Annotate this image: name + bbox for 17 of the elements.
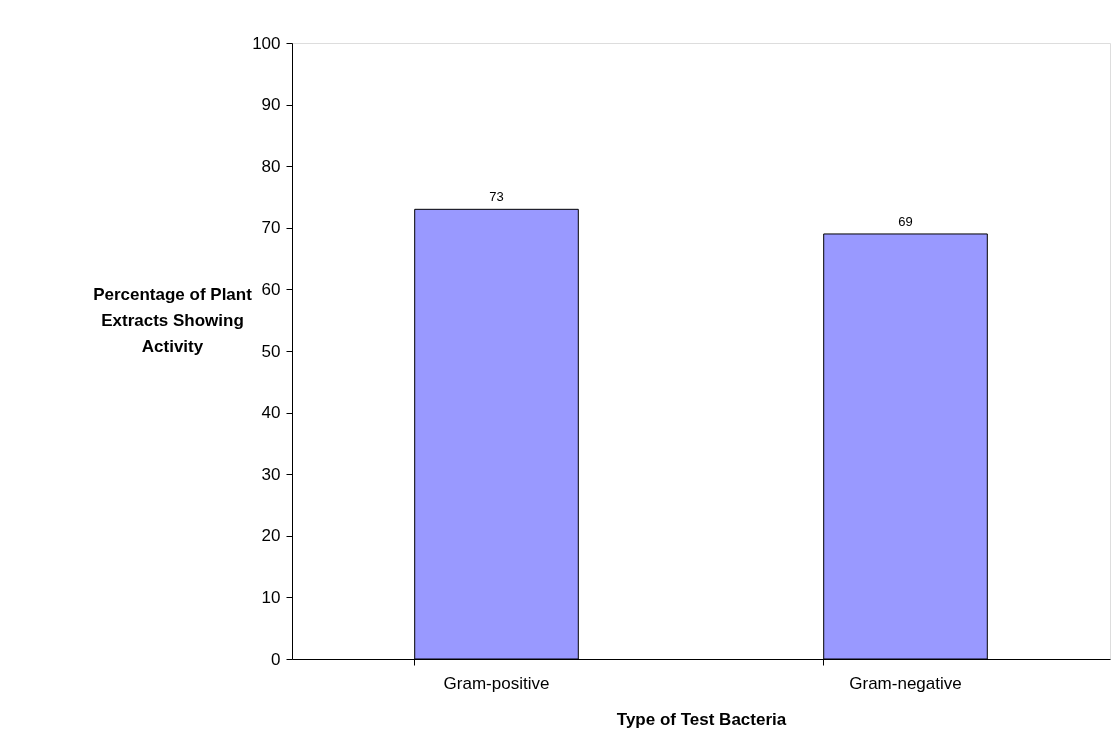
x-tick-label: Gram-positive	[443, 673, 550, 693]
y-tick-label: 100	[252, 33, 281, 53]
y-tick-label: 10	[261, 587, 281, 607]
y-tick-label: 30	[261, 464, 281, 484]
x-axis-title: Type of Test Bacteria	[616, 709, 787, 729]
y-tick-label: 20	[261, 526, 281, 546]
y-tick-label: 60	[261, 279, 281, 299]
x-tick-label: Gram-negative	[849, 673, 962, 693]
y-tick-label: 70	[261, 218, 281, 238]
y-tick-label: 40	[261, 403, 281, 423]
y-tick-label: 0	[271, 649, 281, 669]
data-label: 69	[898, 213, 913, 229]
y-tick-label: 50	[261, 341, 281, 361]
y-tick-label: 90	[261, 95, 281, 115]
data-label: 73	[489, 189, 504, 205]
y-axis-title: Percentage of Plant Extracts Showing Activity	[93, 284, 253, 356]
y-tick-label: 80	[261, 156, 281, 176]
